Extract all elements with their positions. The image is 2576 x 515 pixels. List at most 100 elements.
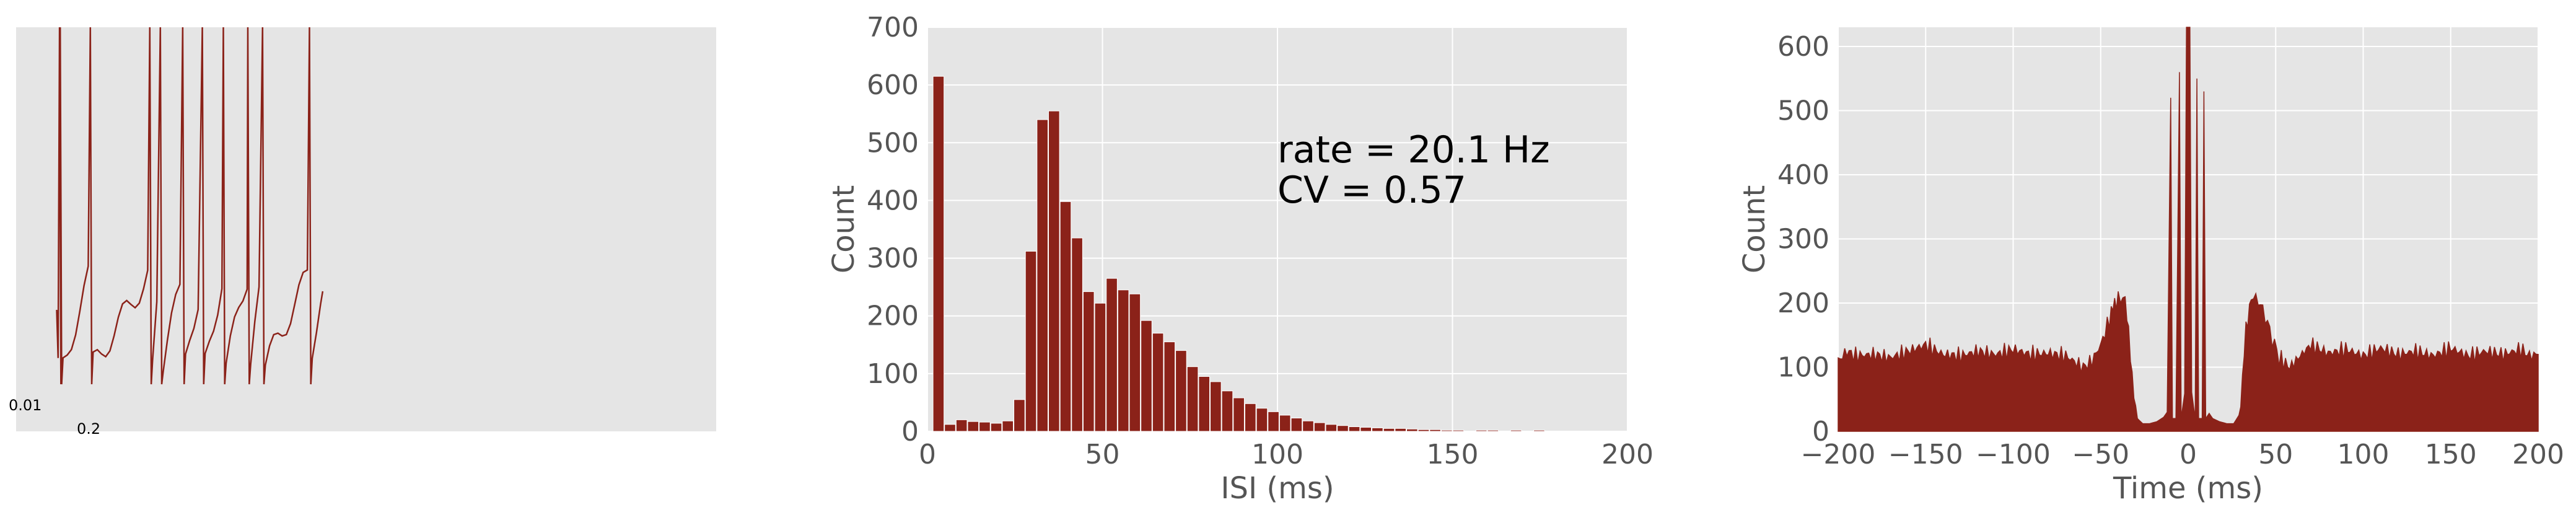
isi-y-ticks: 0 100 200 300 400 500 600 700 (867, 12, 919, 447)
isi-bar (1256, 408, 1268, 432)
isi-bar (1106, 278, 1118, 432)
isi-bar (932, 76, 945, 432)
isi-bar (979, 421, 991, 432)
isi-bar (1487, 429, 1499, 432)
isi-bar (1313, 422, 1326, 432)
isi-bar (967, 421, 979, 432)
isi-bar (1360, 426, 1372, 432)
isi-bar (1175, 350, 1187, 432)
isi-x-tick-label: 100 (1251, 439, 1303, 470)
isi-bar (1036, 119, 1048, 432)
correlogram-x-tick-label: −200 (1801, 439, 1876, 470)
scale-bar-y-label: 0.01 (9, 397, 42, 414)
isi-bar (1510, 429, 1522, 432)
isi-bar (1372, 427, 1383, 432)
correlogram-y-axis-label: Count (1737, 185, 1772, 274)
isi-bar (1141, 320, 1152, 432)
isi-bar (1014, 399, 1025, 432)
isi-y-tick-label: 200 (867, 301, 919, 332)
isi-bar (1325, 424, 1338, 432)
isi-bar (1152, 333, 1164, 432)
isi-bar (1071, 237, 1083, 432)
isi-bar (955, 419, 968, 432)
isi-bar (1059, 201, 1072, 432)
isi-bar (1025, 250, 1037, 432)
voltage-plot-background (16, 27, 716, 431)
correlogram-x-tick-label: 150 (2425, 439, 2477, 470)
isi-bar (1290, 418, 1303, 432)
isi-bar (1163, 341, 1176, 432)
isi-bar (1440, 429, 1453, 432)
isi-bar (1395, 428, 1406, 432)
correlogram-x-ticks: −200 −150 −100 −50 0 50 100 150 200 (1801, 439, 2564, 470)
isi-x-tick-label: 50 (1085, 439, 1120, 470)
isi-bar (1337, 425, 1349, 432)
isi-y-tick-label: 0 (901, 416, 919, 447)
isi-bar (944, 424, 956, 432)
voltage-trace-group (56, 27, 324, 385)
isi-y-tick-label: 500 (867, 127, 919, 159)
correlogram-x-tick-label: −150 (1888, 439, 1963, 470)
isi-bar (1302, 420, 1314, 432)
correlogram-x-tick-label: −100 (1976, 439, 2051, 470)
isi-x-tick-label: 0 (919, 439, 936, 470)
correlogram-y-tick-label: 0 (1812, 416, 1829, 447)
correlogram-x-tick-label: 50 (2258, 439, 2293, 470)
isi-y-tick-label: 100 (867, 358, 919, 390)
isi-x-tick-label: 150 (1427, 439, 1479, 470)
correlogram-y-ticks: 0 100 200 300 400 500 600 (1777, 31, 1829, 447)
isi-y-tick-label: 600 (867, 69, 919, 101)
voltage-trace-line (56, 27, 324, 385)
isi-bar (1221, 390, 1233, 432)
correlogram-x-tick-label: 100 (2337, 439, 2390, 470)
correlogram-area-group (1838, 27, 2539, 432)
isi-y-tick-label: 700 (867, 12, 919, 43)
correlogram-area (1838, 27, 2539, 432)
isi-bar (1417, 429, 1430, 432)
correlogram-panel: 0 100 200 300 400 500 600 −200 −150 −100 −50 0 50 10… (1737, 27, 2564, 506)
isi-histogram-panel: 0 100 200 300 400 500 600 700 0 50 100 150 200 rate… (826, 12, 1654, 506)
isi-bar (1117, 289, 1129, 432)
isi-bar (1210, 381, 1222, 432)
isi-bars (932, 76, 1545, 432)
correlogram-y-tick-label: 100 (1777, 352, 1829, 384)
correlogram-y-tick-label: 600 (1777, 31, 1829, 63)
isi-bar (1452, 429, 1465, 432)
isi-bar (1406, 428, 1418, 432)
isi-bar (1383, 428, 1395, 432)
correlogram-y-tick-label: 300 (1777, 224, 1829, 255)
isi-bar (1533, 429, 1545, 432)
correlogram-y-tick-label: 200 (1777, 288, 1829, 319)
isi-y-tick-label: 300 (867, 243, 919, 275)
isi-x-ticks: 0 50 100 150 200 (919, 439, 1654, 470)
isi-x-axis-label: ISI (ms) (1220, 471, 1334, 506)
correlogram-y-tick-label: 400 (1777, 159, 1829, 191)
isi-bar (1233, 397, 1245, 432)
isi-bar (1048, 110, 1060, 432)
isi-bar (1475, 429, 1487, 432)
isi-bar (1429, 429, 1441, 432)
isi-bar (1198, 376, 1211, 432)
correlogram-x-axis-label: Time (ms) (2113, 471, 2263, 506)
isi-bar (1186, 366, 1199, 432)
rate-annotation: rate = 20.1 Hz (1277, 128, 1550, 172)
isi-bar (1244, 403, 1256, 432)
isi-bar (1082, 291, 1095, 432)
isi-bar (1129, 293, 1141, 432)
correlogram-x-tick-label: 200 (2512, 439, 2564, 470)
isi-bar (990, 423, 1002, 432)
isi-bar (1279, 415, 1291, 432)
isi-bar (1348, 426, 1360, 432)
scale-bar-x-label: 0.2 (77, 420, 100, 438)
isi-bar (1002, 420, 1014, 432)
isi-x-tick-label: 200 (1601, 439, 1654, 470)
cv-annotation: CV = 0.57 (1277, 169, 1466, 212)
voltage-trace-panel: 0.01 0.2 (9, 27, 716, 438)
correlogram-x-tick-label: 0 (2180, 439, 2197, 470)
correlogram-y-tick-label: 500 (1777, 95, 1829, 127)
isi-y-tick-label: 400 (867, 185, 919, 216)
correlogram-x-tick-label: −50 (2072, 439, 2129, 470)
isi-bar (1094, 302, 1106, 432)
isi-bar (1268, 411, 1279, 432)
